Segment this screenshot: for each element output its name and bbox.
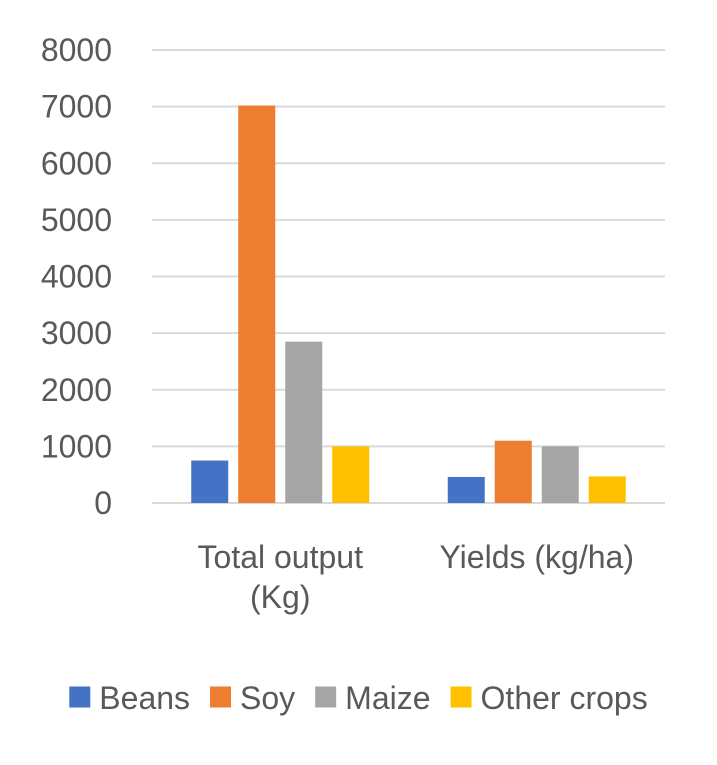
bar-other-crops-0 [332,446,370,503]
y-tick-label: 8000 [41,32,112,68]
legend: Beans Soy Maize Other crops [69,680,648,716]
legend-item-other-crops: Other crops [450,680,648,716]
y-tick-label: 4000 [41,259,112,295]
y-tick-label: 2000 [41,372,112,408]
y-axis-tick-labels: 0 1000 2000 3000 4000 5000 6000 7000 8000 [41,32,112,521]
category-label: Total output [198,539,364,575]
legend-item-maize: Maize [315,680,431,716]
gridlines [152,49,665,504]
legend-item-beans: Beans [69,680,190,716]
y-tick-label: 0 [94,485,112,521]
legend-swatch [450,686,472,708]
bar-beans-1 [447,476,485,503]
legend-label: Other crops [481,680,648,716]
y-tick-label: 1000 [41,428,112,464]
bars [191,105,626,504]
legend-swatch [210,686,232,708]
category-label: (Kg) [250,579,310,615]
bar-other-crops-1 [588,476,626,503]
y-tick-label: 6000 [41,145,112,181]
bar-beans-0 [191,460,229,503]
legend-item-soy: Soy [210,680,295,716]
x-axis-category-labels: Total output (Kg) Yields (kg/ha) [198,539,634,615]
y-tick-label: 7000 [41,89,112,125]
y-tick-label: 5000 [41,202,112,238]
category-label: Yields (kg/ha) [440,539,634,575]
y-tick-label: 3000 [41,315,112,351]
legend-label: Maize [345,680,430,716]
bar-maize-1 [541,446,579,503]
bar-soy-0 [238,105,276,504]
legend-swatch [69,686,91,708]
legend-label: Soy [240,680,295,716]
legend-label: Beans [99,680,190,716]
bar-soy-1 [494,440,532,503]
legend-swatch [315,686,337,708]
bar-maize-0 [285,341,323,503]
